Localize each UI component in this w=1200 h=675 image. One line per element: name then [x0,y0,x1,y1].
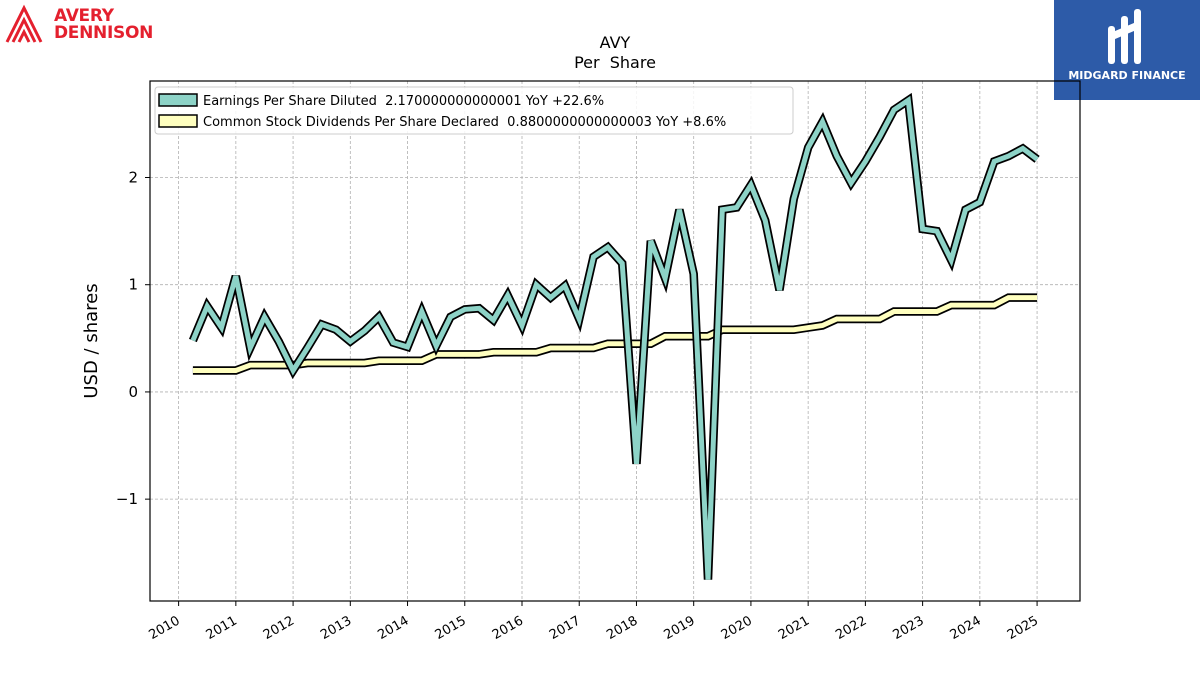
x-tick-label: 2012 [261,613,297,643]
x-tick-label: 2019 [662,613,698,643]
x-tick-label: 2024 [948,613,984,643]
x-tick-label: 2017 [547,613,583,643]
x-tick-label: 2023 [890,613,926,643]
midgard-logo-mark-icon [1108,9,1141,64]
x-tick-label: 2010 [146,613,182,643]
x-tick-label: 2025 [1005,613,1041,643]
avery-logo-line2: DENNISON [54,23,154,43]
x-tick-label: 2015 [433,613,469,643]
legend-label-eps: Earnings Per Share Diluted 2.17000000000… [203,94,604,109]
y-tick-label: 2 [128,168,138,186]
y-tick-label: 0 [128,383,138,401]
midgard-finance-logo: MIDGARD FINANCE [1054,0,1200,100]
series-line-dividends [192,295,1038,373]
midgard-logo-text: MIDGARD FINANCE [1068,69,1186,82]
avery-logo-mark-icon [5,4,43,43]
series-lines [188,92,1040,580]
x-tick-label: 2022 [833,613,869,643]
legend-box [154,86,794,135]
x-tick-label: 2018 [604,613,640,643]
x-tick-label: 2020 [719,613,755,643]
legend-swatch-dividends [158,114,198,128]
plot-frame [149,80,1081,602]
avery-logo-line1: AVERY [54,6,114,26]
legend: Earnings Per Share Diluted 2.17000000000… [154,86,794,135]
chart-title: AVY [600,33,631,52]
x-tick-label: 2016 [490,613,526,643]
legend-swatch-eps [158,93,198,107]
legend-label-dividends: Common Stock Dividends Per Share Declare… [203,115,726,130]
axis-ticks: 2010 2011 2012 2013 2014 2015 2016 2017 2018 2019… [116,168,1041,643]
x-tick-label: 2014 [375,613,411,643]
chart-subtitle: Per Share [574,53,656,72]
avery-logo-text: AVERY DENNISON [54,8,153,42]
avery-dennison-logo: AVERY DENNISON [4,4,174,48]
series-line-eps [190,95,1039,580]
x-tick-label: 2011 [204,613,240,643]
x-tick-label: 2013 [318,613,354,643]
y-tick-label: −1 [116,490,138,508]
y-axis-label: USD / shares [81,283,102,398]
y-tick-label: 1 [128,276,138,294]
x-tick-label: 2021 [776,613,812,643]
